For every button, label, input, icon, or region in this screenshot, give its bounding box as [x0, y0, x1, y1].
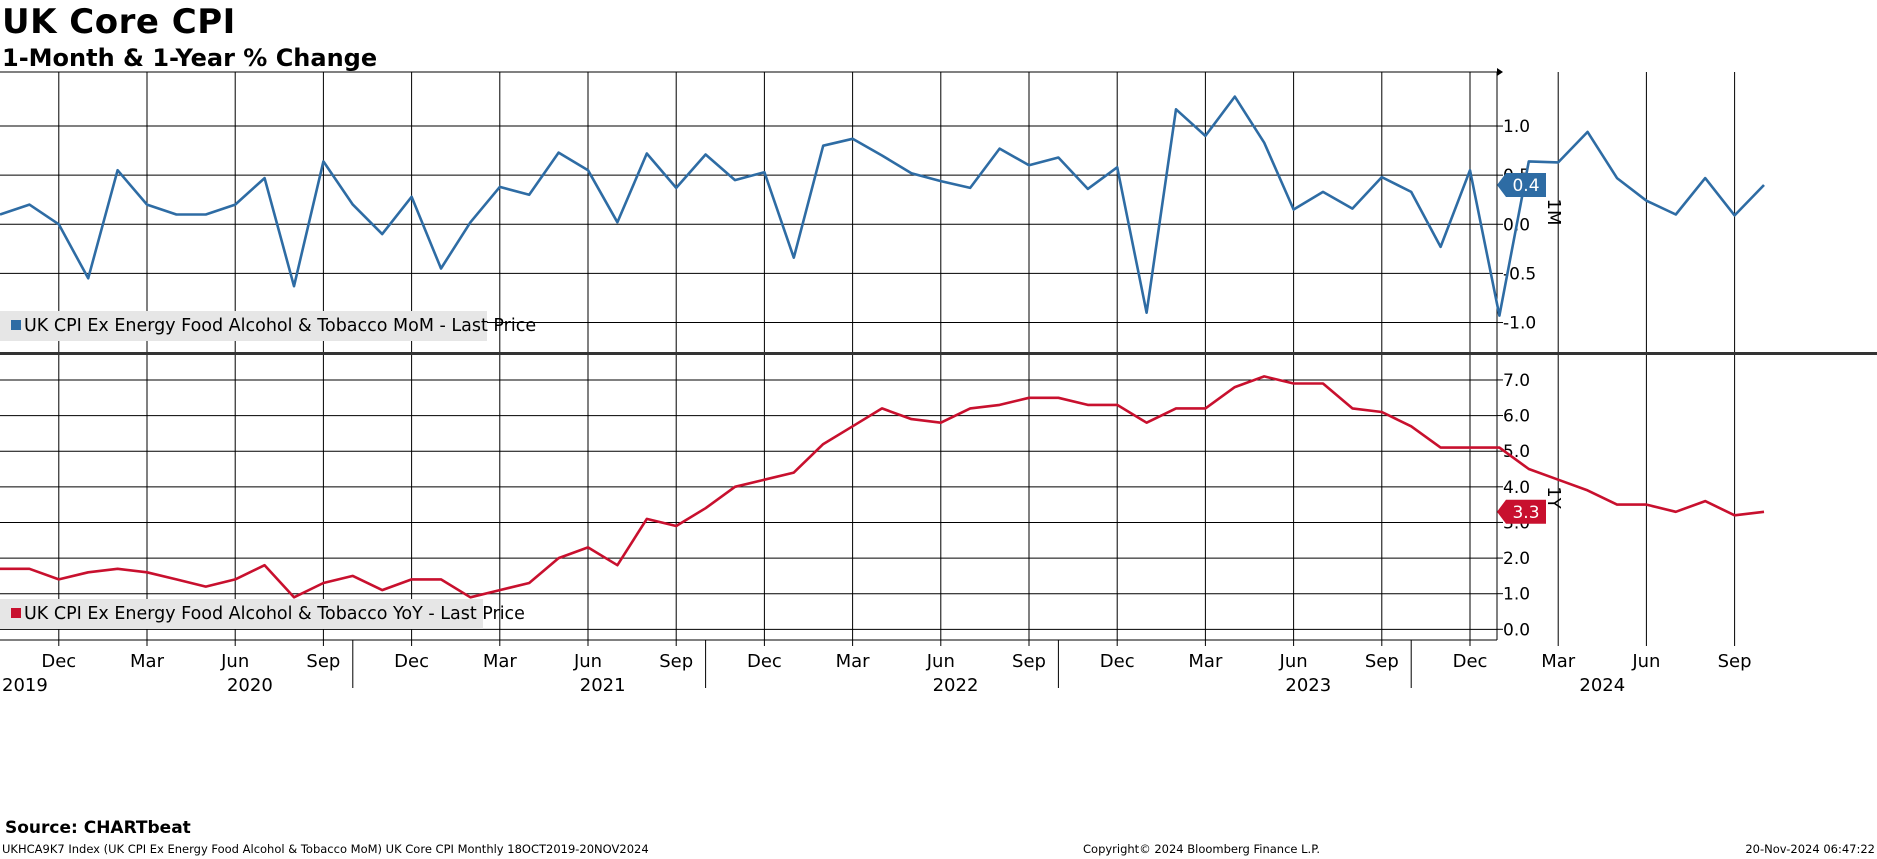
x-month-label: Sep: [1718, 651, 1752, 672]
x-month-label: Mar: [836, 651, 871, 672]
mom-series-line: [0, 95, 1765, 317]
y-tick-label: 7.0: [1503, 371, 1530, 391]
y-tick-label: 4.0: [1503, 478, 1530, 498]
y-tick-label: 2.0: [1503, 549, 1530, 569]
last-value-badge: [1497, 499, 1546, 524]
chart-subtitle: 1-Month & 1-Year % Change: [2, 44, 378, 72]
x-month-label: Jun: [1279, 651, 1308, 672]
chart-title: UK Core CPI: [2, 2, 236, 42]
timestamp: 20-Nov-2024 06:47:22: [1745, 842, 1875, 856]
x-month-label: Sep: [659, 651, 693, 672]
x-month-label: Mar: [130, 651, 165, 672]
axis-name: 1Y: [1543, 486, 1564, 509]
y-tick-label: -0.5: [1503, 264, 1536, 284]
legend-swatch: [11, 608, 21, 618]
x-year-label: 2020: [227, 675, 273, 696]
x-month-label: Sep: [306, 651, 340, 672]
x-month-label: Mar: [1541, 651, 1576, 672]
x-month-label: Jun: [926, 651, 955, 672]
last-value-label: 0.4: [1512, 176, 1539, 196]
x-year-label: 2023: [1285, 675, 1331, 696]
x-year-label: 2022: [933, 675, 979, 696]
y-tick-label: -1.0: [1503, 314, 1536, 334]
x-month-label: Dec: [394, 651, 429, 672]
x-month-label: Dec: [1453, 651, 1488, 672]
last-value-badge: [1497, 172, 1546, 197]
ticker-info: UKHCA9K7 Index (UK CPI Ex Energy Food Al…: [2, 842, 649, 856]
x-month-label: Sep: [1012, 651, 1046, 672]
copyright-notice: Copyright© 2024 Bloomberg Finance L.P.: [1083, 842, 1320, 856]
x-year-label: 2021: [580, 675, 626, 696]
x-year-label: 2024: [1579, 675, 1625, 696]
source-label: Source: CHARTbeat: [5, 818, 191, 838]
y-tick-label: 5.0: [1503, 442, 1530, 462]
axis-name: 1M: [1543, 199, 1564, 226]
y-tick-label: 6.0: [1503, 407, 1530, 427]
x-month-label: Dec: [1100, 651, 1135, 672]
x-month-label: Jun: [1631, 651, 1660, 672]
axis-arrow: [1497, 68, 1503, 76]
legend-swatch: [11, 320, 21, 330]
x-month-label: Dec: [41, 651, 76, 672]
x-month-label: Dec: [747, 651, 782, 672]
y-tick-label: 0.0: [1503, 620, 1530, 640]
x-month-label: Jun: [573, 651, 602, 672]
legend-box: [0, 311, 487, 341]
legend-label: UK CPI Ex Energy Food Alcohol & Tobacco …: [24, 604, 525, 624]
x-month-label: Mar: [483, 651, 518, 672]
x-month-label: Jun: [220, 651, 249, 672]
legend-label: UK CPI Ex Energy Food Alcohol & Tobacco …: [24, 316, 536, 336]
last-value-label: 3.3: [1512, 503, 1539, 523]
x-year-label: 2019: [2, 675, 48, 696]
y-tick-label: 1.0: [1503, 117, 1530, 137]
legend-box: [0, 599, 483, 629]
x-month-label: Mar: [1188, 651, 1223, 672]
yoy-series-line: [0, 375, 1765, 599]
y-tick-label: 1.0: [1503, 585, 1530, 605]
x-month-label: Sep: [1365, 651, 1399, 672]
